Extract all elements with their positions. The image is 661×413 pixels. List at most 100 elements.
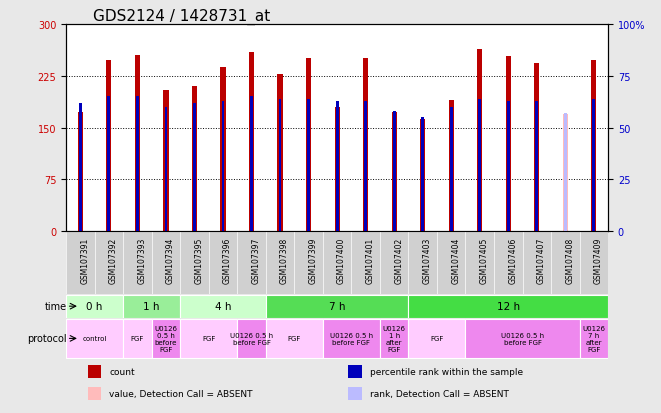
Bar [249,52,254,232]
Bar [507,101,510,232]
Text: GSM107402: GSM107402 [394,237,403,283]
Bar [163,90,169,232]
Text: GSM107405: GSM107405 [480,237,488,283]
Bar [449,107,453,232]
Text: GSM107403: GSM107403 [422,237,432,283]
Bar [348,387,362,400]
Text: U0126 0.5 h
before FGF: U0126 0.5 h before FGF [230,332,273,345]
Text: U0126 0.5 h
before FGF: U0126 0.5 h before FGF [330,332,373,345]
Text: 12 h: 12 h [496,301,520,311]
Bar [420,120,425,232]
Text: control: control [83,336,107,342]
Text: percentile rank within the sample: percentile rank within the sample [369,367,523,376]
Bar [165,107,167,232]
Bar [363,59,368,232]
Bar [108,97,110,232]
Bar [192,87,197,232]
Text: FGF: FGF [131,336,144,342]
Text: 7 h: 7 h [329,301,345,311]
Text: GSM107394: GSM107394 [166,237,175,283]
Bar [307,99,310,232]
Bar [123,319,151,358]
Text: GSM107407: GSM107407 [537,237,546,283]
Bar [180,319,237,358]
Text: U0126
7 h
after
FGF: U0126 7 h after FGF [582,325,605,352]
Bar [123,295,180,318]
Bar [592,99,596,232]
Text: count: count [110,367,135,376]
Bar [151,319,180,358]
Text: GSM107392: GSM107392 [109,237,118,283]
Bar [266,319,323,358]
Bar [506,57,511,232]
Bar [66,295,123,318]
Bar [250,97,253,232]
Bar [323,319,380,358]
Text: GSM107400: GSM107400 [337,237,346,283]
Bar [408,319,465,358]
Text: rank, Detection Call = ABSENT: rank, Detection Call = ABSENT [369,389,508,398]
Text: GSM107404: GSM107404 [451,237,460,283]
Bar [479,99,481,232]
Bar [408,295,608,318]
Bar [237,319,266,358]
Bar [220,68,225,232]
Text: 0 h: 0 h [87,301,103,311]
Bar [278,74,283,232]
Bar [106,61,112,232]
Text: U0126
1 h
after
FGF: U0126 1 h after FGF [383,325,406,352]
Bar [78,113,83,232]
Text: GSM107401: GSM107401 [366,237,375,283]
Text: 1 h: 1 h [143,301,160,311]
Text: GSM107397: GSM107397 [252,237,260,283]
Text: GSM107395: GSM107395 [194,237,204,283]
Bar [535,101,538,232]
Bar [391,112,397,232]
Text: U0126 0.5 h
before FGF: U0126 0.5 h before FGF [501,332,544,345]
Bar [421,118,424,232]
Bar [79,103,82,232]
Bar [364,101,367,232]
Bar [477,50,483,232]
Text: GSM107396: GSM107396 [223,237,232,283]
Text: GSM107409: GSM107409 [594,237,603,283]
Text: GSM107391: GSM107391 [81,237,89,283]
Bar [135,56,140,232]
Text: FGF: FGF [288,336,301,342]
Bar [136,97,139,232]
Text: GSM107408: GSM107408 [565,237,574,283]
Bar [306,59,311,232]
Text: GSM107406: GSM107406 [508,237,518,283]
Bar [336,101,338,232]
Text: 4 h: 4 h [215,301,231,311]
Bar [449,101,454,232]
Text: FGF: FGF [202,336,215,342]
Text: U0126
0.5 h
before
FGF: U0126 0.5 h before FGF [155,325,177,352]
Text: time: time [44,301,67,311]
Bar [180,295,266,318]
Bar [393,112,395,232]
Text: GSM107398: GSM107398 [280,237,289,283]
Bar [88,387,101,400]
Bar [88,366,101,378]
Bar [193,103,196,232]
Text: FGF: FGF [430,336,444,342]
Text: GSM107393: GSM107393 [137,237,147,283]
Bar [334,107,340,232]
Bar [66,319,123,358]
Text: GDS2124 / 1428731_at: GDS2124 / 1428731_at [93,9,270,25]
Bar [266,295,408,318]
Bar [380,319,408,358]
Bar [279,99,282,232]
Bar [564,114,566,232]
Bar [563,114,568,232]
Text: GSM107399: GSM107399 [309,237,317,283]
Bar [221,101,225,232]
Text: value, Detection Call = ABSENT: value, Detection Call = ABSENT [110,389,253,398]
Bar [580,319,608,358]
Text: protocol: protocol [27,334,67,344]
Bar [348,366,362,378]
Bar [465,319,580,358]
Bar [592,61,596,232]
Bar [534,64,539,232]
